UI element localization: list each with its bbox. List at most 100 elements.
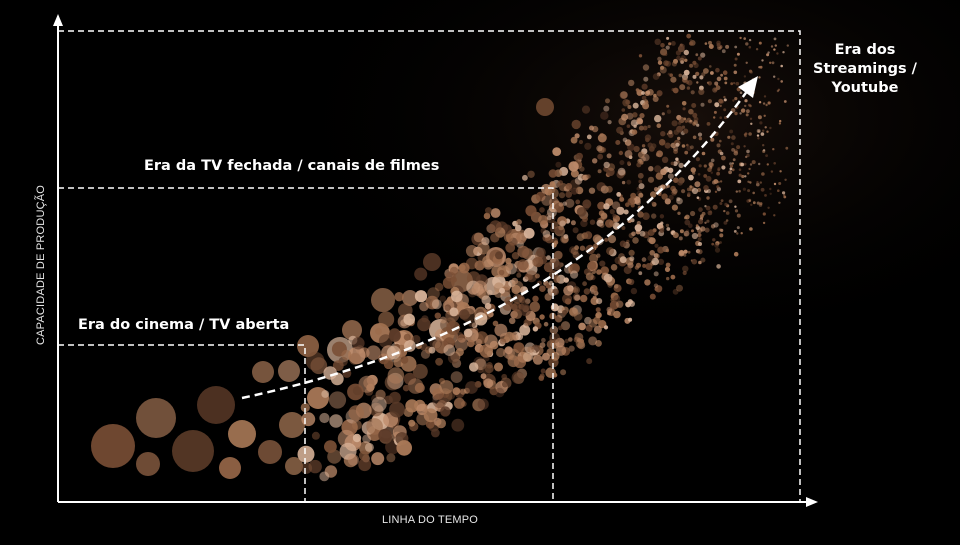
production-dot — [536, 247, 546, 258]
production-dot — [471, 283, 485, 296]
production-dot — [708, 40, 712, 45]
production-dot — [721, 155, 726, 161]
production-dot — [483, 212, 491, 220]
production-dot — [339, 442, 357, 460]
production-dot — [719, 139, 722, 143]
production-dot — [682, 270, 687, 276]
production-dot — [297, 335, 319, 357]
production-dot — [676, 197, 683, 205]
production-dot — [362, 434, 371, 444]
production-dot — [651, 202, 657, 207]
production-dot — [654, 38, 661, 45]
production-dot — [637, 211, 644, 218]
production-dot — [516, 272, 522, 278]
production-dot — [721, 49, 726, 54]
production-dot — [782, 191, 786, 195]
production-dot — [319, 412, 330, 424]
production-dot — [678, 73, 683, 78]
x-axis-label: LINHA DO TEMPO — [381, 514, 479, 526]
production-dot — [636, 221, 641, 226]
production-dot — [656, 123, 662, 128]
production-dot — [603, 105, 610, 112]
production-dot — [691, 103, 697, 108]
production-dot — [423, 253, 441, 271]
production-dot — [548, 280, 554, 286]
production-dot — [458, 262, 470, 274]
production-dot — [606, 153, 612, 159]
production-dot — [627, 161, 631, 165]
production-dot — [716, 171, 720, 176]
production-dot — [515, 224, 522, 232]
production-dot — [653, 271, 659, 277]
production-dot — [707, 81, 712, 86]
production-dot — [732, 81, 736, 85]
production-dot — [474, 260, 485, 271]
production-dot — [634, 265, 640, 270]
production-dot — [696, 123, 700, 127]
production-dot — [539, 342, 546, 348]
production-dot — [684, 216, 688, 220]
production-dot — [763, 95, 767, 98]
production-dot — [584, 142, 592, 150]
production-dot — [738, 173, 742, 177]
production-dot — [683, 230, 690, 237]
production-dot — [759, 65, 763, 69]
production-dot — [639, 230, 646, 237]
production-dot — [342, 320, 362, 340]
production-dot — [735, 81, 740, 86]
production-dot — [505, 242, 516, 253]
production-dot — [589, 253, 599, 263]
production-dot — [670, 274, 676, 280]
production-dot — [642, 212, 650, 220]
production-dot — [765, 103, 768, 107]
production-dot — [704, 221, 707, 224]
production-dot — [624, 150, 633, 158]
production-dot — [716, 264, 721, 269]
production-dot — [504, 262, 514, 271]
production-dot — [761, 172, 765, 176]
production-dot — [595, 311, 602, 319]
production-dot — [729, 164, 734, 168]
production-dot — [749, 104, 752, 108]
production-dot — [691, 232, 699, 240]
production-dot — [451, 418, 465, 432]
production-dot — [589, 125, 594, 131]
production-dot — [694, 181, 701, 188]
production-dot — [681, 101, 687, 106]
production-dot — [609, 220, 616, 227]
production-dot — [767, 51, 770, 54]
production-dot — [684, 58, 688, 62]
production-dot — [403, 333, 411, 341]
production-dot — [645, 263, 653, 270]
production-dot — [708, 161, 714, 167]
production-dot — [546, 215, 552, 221]
production-dot — [541, 337, 546, 343]
production-dot — [678, 236, 683, 241]
production-dot — [579, 166, 585, 172]
production-dot — [657, 60, 663, 65]
production-dot — [535, 191, 546, 202]
production-dot — [590, 297, 599, 306]
production-dot — [719, 180, 723, 183]
production-dot — [738, 189, 741, 193]
production-dot — [671, 61, 678, 67]
production-dot — [770, 45, 774, 48]
production-dot — [749, 117, 753, 121]
production-dot — [562, 201, 567, 206]
production-dot — [425, 419, 435, 429]
production-dot — [666, 227, 671, 231]
production-dot — [751, 160, 756, 165]
production-dot — [687, 250, 691, 254]
production-dot — [678, 162, 684, 169]
production-dot — [539, 285, 546, 293]
production-dot — [603, 203, 610, 210]
production-dot — [584, 231, 593, 240]
production-dot — [736, 226, 740, 230]
production-dot — [633, 124, 637, 128]
production-dot — [666, 276, 670, 281]
production-dot — [783, 100, 787, 103]
production-dot — [701, 211, 706, 216]
production-dot — [750, 203, 753, 206]
production-dot — [616, 192, 622, 197]
production-dot — [628, 249, 635, 256]
